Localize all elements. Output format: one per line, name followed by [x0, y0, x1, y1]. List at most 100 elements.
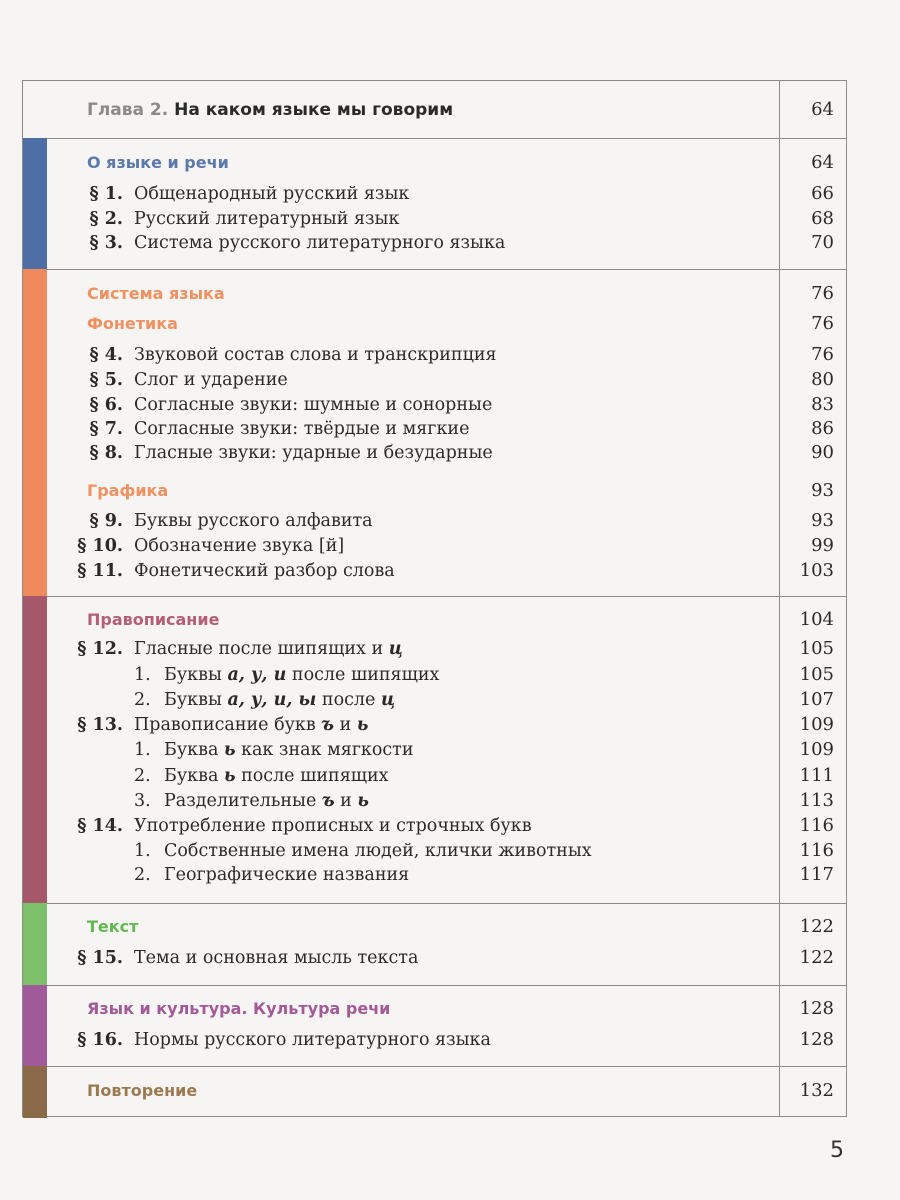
paragraph-row[interactable]: § 3. Система русского литературного языка…	[23, 231, 846, 255]
paragraph-row[interactable]: § 10. Обозначение звука [й] 99	[23, 534, 846, 558]
section-color-stripe	[23, 269, 47, 596]
entry-title: Текст	[87, 915, 138, 939]
title-text: Буквы	[164, 665, 228, 685]
paragraph-row[interactable]: § 6. Согласные звуки: шумные и сонорные 83	[23, 393, 846, 417]
title-text: после шипящих	[235, 766, 389, 786]
entry-title: Фонетика	[87, 312, 178, 336]
chapter-row[interactable]: Глава 2. На каком языке мы говорим 64	[23, 98, 846, 122]
paragraph-row[interactable]: § 15. Тема и основная мысль текста 122	[23, 946, 846, 970]
paragraph-row[interactable]: § 4. Звуковой состав слова и транскрипция…	[23, 343, 846, 367]
paragraph-number: § 3.	[89, 233, 123, 253]
section-heading-row[interactable]: Повторение 132	[23, 1079, 846, 1103]
page-ref: 104	[799, 609, 834, 630]
title-text: Правописание букв	[134, 715, 322, 735]
title-text: Согласные звуки: твёрдые и мягкие	[134, 419, 470, 439]
title-text: Буква	[164, 740, 224, 760]
section-heading-row[interactable]: Графика 93	[23, 479, 846, 503]
entry-title: Гласные звуки: ударные и безударные	[134, 441, 493, 465]
title-text: Разделительные	[164, 791, 322, 811]
page-ref: 132	[799, 1080, 834, 1101]
section-divider	[23, 985, 846, 986]
paragraph-row[interactable]: § 14. Употребление прописных и строчных б…	[23, 814, 846, 838]
paragraph-row[interactable]: § 8. Гласные звуки: ударные и безударные 9…	[23, 441, 846, 465]
title-text: Обозначение звука [й]	[134, 536, 345, 556]
title-text: Фонетический разбор слова	[134, 561, 395, 581]
paragraph-row[interactable]: § 16. Нормы русского литературного языка 1…	[23, 1028, 846, 1052]
page-ref: 70	[811, 232, 834, 253]
paragraph-row[interactable]: § 5. Слог и ударение 80	[23, 368, 846, 392]
page-ref: 116	[799, 815, 834, 836]
subtopic-row[interactable]: 2. Буква ь после шипящих 111	[23, 764, 846, 788]
page-ref: 122	[799, 947, 834, 968]
entry-title: Фонетический разбор слова	[134, 559, 395, 583]
entry-title: О языке и речи	[87, 151, 229, 175]
paragraph-row[interactable]: § 12. Гласные после шипящих и ц 105	[23, 637, 846, 661]
paragraph-row[interactable]: § 7. Согласные звуки: твёрдые и мягкие 86	[23, 417, 846, 441]
title-text: О языке и речи	[87, 153, 229, 172]
section-heading-row[interactable]: О языке и речи 64	[23, 151, 846, 175]
page-ref: 93	[811, 510, 834, 531]
section-heading-row[interactable]: Язык и культура. Культура речи 128	[23, 997, 846, 1021]
page-ref: 128	[799, 1029, 834, 1050]
entry-title: Географические названия	[164, 863, 409, 887]
paragraph-number: § 11.	[77, 561, 123, 581]
page-ref: 76	[811, 283, 834, 304]
title-text: и	[334, 791, 358, 811]
title-text: как знак мягкости	[235, 740, 414, 760]
section-heading-row[interactable]: Фонетика 76	[23, 312, 846, 336]
page-ref: 116	[799, 840, 834, 861]
page-ref: 117	[799, 864, 834, 885]
emphasized-letters: ь	[223, 766, 236, 786]
subtopic-number: 1.	[134, 841, 151, 861]
entry-title: Буквы русского алфавита	[134, 509, 373, 533]
subtopic-row[interactable]: 2. Географические названия 117	[23, 863, 846, 887]
paragraph-row[interactable]: § 11. Фонетический разбор слова 103	[23, 559, 846, 583]
chapter-prefix: Глава 2.	[87, 100, 169, 120]
subtopic-row[interactable]: 1. Собственные имена людей, клички животн…	[23, 839, 846, 863]
section-divider	[23, 1066, 846, 1067]
subtopic-row[interactable]: 3. Разделительные ъ и ь 113	[23, 789, 846, 813]
title-text: Гласные звуки: ударные и безударные	[134, 443, 493, 463]
subtopic-number: 3.	[134, 791, 151, 811]
page-ref: 76	[811, 313, 834, 334]
paragraph-number: § 13.	[77, 715, 123, 735]
subtopic-row[interactable]: 1. Буквы а, у, и после шипящих 105	[23, 663, 846, 687]
entry-title: Система русского литературного языка	[134, 231, 505, 255]
title-text: Фонетика	[87, 314, 178, 333]
page-ref: 93	[811, 480, 834, 501]
paragraph-row[interactable]: § 2. Русский литературный язык 68	[23, 207, 846, 231]
entry-title: Правописание букв ъ и ь	[134, 713, 368, 737]
entry-title: Согласные звуки: шумные и сонорные	[134, 393, 492, 417]
subtopic-row[interactable]: 2. Буквы а, у, и, ы после ц 107	[23, 688, 846, 712]
paragraph-row[interactable]: § 9. Буквы русского алфавита 93	[23, 509, 846, 533]
section-color-stripe	[23, 1066, 47, 1118]
title-text: Графика	[87, 481, 169, 500]
page-ref: 80	[811, 369, 834, 390]
paragraph-row[interactable]: § 1. Общенародный русский язык 66	[23, 182, 846, 206]
section-color-stripe	[23, 138, 47, 269]
paragraph-number: § 7.	[89, 419, 123, 439]
section-color-stripe	[23, 903, 47, 985]
title-text: Буквы русского алфавита	[134, 511, 373, 531]
section-heading-row[interactable]: Правописание 104	[23, 608, 846, 632]
paragraph-row[interactable]: § 13. Правописание букв ъ и ь 109	[23, 713, 846, 737]
paragraph-number: § 12.	[77, 639, 123, 659]
section-heading-row[interactable]: Система языка 76	[23, 282, 846, 306]
section-divider	[23, 269, 846, 270]
subtopic-number: 2.	[134, 865, 151, 885]
title-text: Гласные после шипящих и	[134, 639, 389, 659]
emphasized-letters: а, у, и, ы	[227, 690, 317, 710]
page-ref: 76	[811, 344, 834, 365]
emphasized-letters: ц	[388, 639, 403, 659]
paragraph-number: § 9.	[89, 511, 123, 531]
emphasized-letters: ь	[223, 740, 236, 760]
paragraph-number: § 15.	[77, 948, 123, 968]
entry-title: Разделительные ъ и ь	[164, 789, 369, 813]
section-heading-row[interactable]: Текст 122	[23, 915, 846, 939]
entry-title: Русский литературный язык	[134, 207, 399, 231]
section-divider	[23, 596, 846, 597]
paragraph-number: § 1.	[89, 184, 123, 204]
subtopic-row[interactable]: 1. Буква ь как знак мягкости 109	[23, 738, 846, 762]
title-text: после шипящих	[286, 665, 440, 685]
entry-title: Гласные после шипящих и ц	[134, 637, 403, 661]
